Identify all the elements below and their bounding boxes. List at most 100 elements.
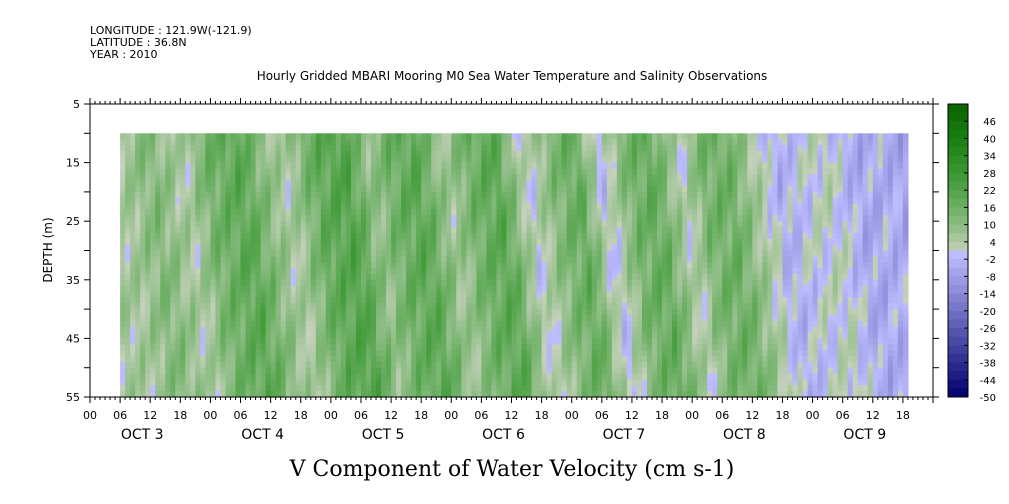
heatmap-cell [426, 156, 432, 164]
heatmap-cell [235, 338, 242, 345]
heatmap-cell [581, 279, 588, 287]
heatmap-cell [396, 174, 402, 181]
heatmap-cell [260, 373, 267, 381]
heatmap-cell [451, 314, 457, 322]
heatmap-cell [290, 203, 297, 211]
heatmap-cell [185, 250, 191, 257]
heatmap-cell [140, 350, 146, 357]
heatmap-cell [360, 314, 367, 322]
heatmap-cell [431, 344, 437, 351]
heatmap-cell [621, 262, 628, 269]
heatmap-cell [340, 162, 347, 170]
heatmap-cell [451, 391, 457, 398]
heatmap-cell [345, 361, 352, 369]
heatmap-cell [501, 250, 508, 257]
heatmap-cell [426, 314, 432, 322]
heatmap-cell [646, 291, 653, 298]
heatmap-cell [270, 273, 277, 281]
heatmap-cell [260, 133, 267, 140]
heatmap-cell [501, 256, 508, 263]
heatmap-cell [416, 186, 422, 193]
heatmap-cell [606, 350, 613, 357]
heatmap-cell [536, 391, 543, 398]
heatmap-cell [611, 379, 618, 386]
heatmap-cell [391, 139, 397, 146]
heatmap-cell [120, 238, 126, 246]
heatmap-cell [451, 350, 457, 357]
heatmap-cell [335, 279, 342, 287]
heatmap-cell [345, 344, 352, 351]
heatmap-cell [411, 297, 417, 304]
heatmap-cell [541, 355, 548, 363]
heatmap-cell [325, 244, 332, 252]
heatmap-cell [376, 186, 382, 193]
heatmap-cell [230, 303, 237, 310]
heatmap-cell [436, 379, 442, 386]
heatmap-cell [431, 256, 437, 263]
heatmap-cell [591, 256, 598, 263]
heatmap-cell [521, 391, 528, 398]
heatmap-cell [541, 338, 548, 345]
heatmap-cell [461, 361, 467, 369]
heatmap-cell [521, 344, 528, 351]
heatmap-cell [441, 344, 447, 351]
heatmap-cell [641, 332, 648, 339]
heatmap-cell [265, 320, 272, 328]
heatmap-cell [506, 232, 513, 240]
heatmap-cell [360, 145, 367, 152]
heatmap-cell [180, 203, 186, 211]
heatmap-cell [641, 268, 648, 275]
heatmap-cell [130, 355, 136, 363]
heatmap-cell [657, 244, 663, 252]
heatmap-cell [371, 162, 377, 170]
heatmap-cell [270, 268, 277, 275]
heatmap-cell [566, 320, 573, 328]
heatmap-cell [376, 215, 382, 222]
heatmap-cell [180, 215, 186, 222]
heatmap-cell [280, 297, 287, 304]
heatmap-cell [621, 326, 628, 334]
heatmap-cell [220, 209, 227, 216]
heatmap-cell [521, 303, 528, 310]
heatmap-cell [561, 385, 568, 392]
heatmap-cell [576, 238, 583, 246]
heatmap-cell [355, 273, 362, 281]
heatmap-cell [416, 133, 422, 140]
heatmap-cell [185, 215, 191, 222]
heatmap-cell [365, 238, 372, 246]
heatmap-cell [486, 361, 493, 369]
heatmap-cell [501, 320, 508, 328]
heatmap-cell [235, 227, 242, 234]
heatmap-cell [406, 197, 412, 205]
heatmap-cell [436, 133, 442, 140]
heatmap-cell [652, 320, 658, 328]
heatmap-cell [376, 221, 382, 228]
heatmap-cell [240, 191, 247, 199]
heatmap-cell [451, 344, 457, 351]
heatmap-cell [376, 309, 382, 316]
heatmap-cell [386, 332, 392, 339]
heatmap-cell [376, 191, 382, 199]
heatmap-cell [586, 385, 593, 392]
heatmap-cell [310, 215, 317, 222]
heatmap-cell [657, 326, 663, 334]
heatmap-cell [120, 273, 126, 281]
heatmap-cell [165, 367, 171, 375]
heatmap-cell [175, 373, 181, 381]
heatmap-cell [210, 285, 217, 293]
heatmap-cell [471, 391, 477, 398]
heatmap-cell [471, 309, 477, 316]
heatmap-cell [185, 314, 191, 322]
heatmap-cell [260, 180, 267, 187]
heatmap-cell [335, 191, 342, 199]
heatmap-cell [265, 162, 272, 170]
heatmap-cell [350, 332, 357, 339]
heatmap-cell [556, 320, 563, 328]
heatmap-cell [667, 379, 673, 386]
heatmap-cell [606, 256, 613, 263]
heatmap-cell [200, 367, 207, 375]
heatmap-cell [571, 197, 578, 205]
heatmap-cell [436, 314, 442, 322]
heatmap-cell [190, 285, 196, 293]
heatmap-cell [556, 338, 563, 345]
